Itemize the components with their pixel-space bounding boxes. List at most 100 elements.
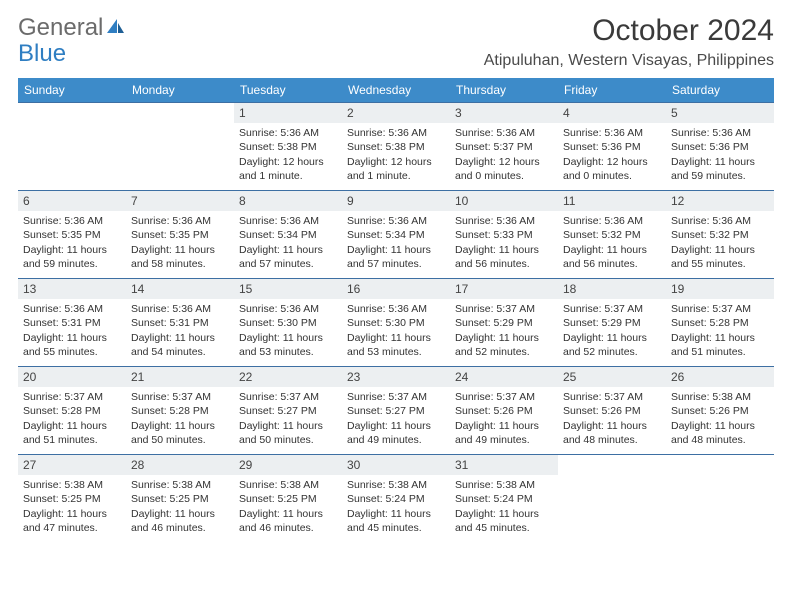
day-number: 20: [18, 367, 126, 387]
sunset-text: Sunset: 5:34 PM: [347, 228, 445, 242]
day-details: Sunrise: 5:36 AMSunset: 5:30 PMDaylight:…: [342, 299, 450, 363]
sunset-text: Sunset: 5:31 PM: [131, 316, 229, 330]
day-details: Sunrise: 5:36 AMSunset: 5:32 PMDaylight:…: [666, 211, 774, 275]
calendar-day: 18Sunrise: 5:37 AMSunset: 5:29 PMDayligh…: [558, 278, 666, 366]
page-header: General October 2024 Atipuluhan, Western…: [18, 14, 774, 70]
daylight-text: Daylight: 12 hours and 1 minute.: [239, 155, 337, 183]
weekday-saturday: Saturday: [666, 78, 774, 102]
day-details: Sunrise: 5:36 AMSunset: 5:35 PMDaylight:…: [126, 211, 234, 275]
day-number: 31: [450, 455, 558, 475]
day-number: 30: [342, 455, 450, 475]
daylight-text: Daylight: 11 hours and 56 minutes.: [563, 243, 661, 271]
calendar-day: 27Sunrise: 5:38 AMSunset: 5:25 PMDayligh…: [18, 454, 126, 542]
calendar-day: 3Sunrise: 5:36 AMSunset: 5:37 PMDaylight…: [450, 102, 558, 190]
brand-part1: General: [18, 14, 103, 42]
weekday-header-row: Sunday Monday Tuesday Wednesday Thursday…: [18, 78, 774, 102]
day-details: Sunrise: 5:36 AMSunset: 5:34 PMDaylight:…: [234, 211, 342, 275]
day-details: Sunrise: 5:36 AMSunset: 5:31 PMDaylight:…: [18, 299, 126, 363]
calendar-day: 10Sunrise: 5:36 AMSunset: 5:33 PMDayligh…: [450, 190, 558, 278]
sunset-text: Sunset: 5:25 PM: [239, 492, 337, 506]
day-details: Sunrise: 5:37 AMSunset: 5:29 PMDaylight:…: [450, 299, 558, 363]
sunrise-text: Sunrise: 5:36 AM: [239, 126, 337, 140]
sunrise-text: Sunrise: 5:36 AM: [347, 126, 445, 140]
calendar-day: 23Sunrise: 5:37 AMSunset: 5:27 PMDayligh…: [342, 366, 450, 454]
calendar-week: 20Sunrise: 5:37 AMSunset: 5:28 PMDayligh…: [18, 366, 774, 454]
weekday-monday: Monday: [126, 78, 234, 102]
calendar-day: 11Sunrise: 5:36 AMSunset: 5:32 PMDayligh…: [558, 190, 666, 278]
day-number: 4: [558, 103, 666, 123]
calendar-day: [18, 102, 126, 190]
sunset-text: Sunset: 5:24 PM: [455, 492, 553, 506]
calendar-day: 28Sunrise: 5:38 AMSunset: 5:25 PMDayligh…: [126, 454, 234, 542]
calendar-day: 25Sunrise: 5:37 AMSunset: 5:26 PMDayligh…: [558, 366, 666, 454]
sunset-text: Sunset: 5:36 PM: [563, 140, 661, 154]
sunrise-text: Sunrise: 5:36 AM: [131, 214, 229, 228]
daylight-text: Daylight: 11 hours and 57 minutes.: [239, 243, 337, 271]
calendar-day: 16Sunrise: 5:36 AMSunset: 5:30 PMDayligh…: [342, 278, 450, 366]
sunrise-text: Sunrise: 5:38 AM: [239, 478, 337, 492]
sunset-text: Sunset: 5:33 PM: [455, 228, 553, 242]
calendar-day: 2Sunrise: 5:36 AMSunset: 5:38 PMDaylight…: [342, 102, 450, 190]
day-number: 25: [558, 367, 666, 387]
sunset-text: Sunset: 5:30 PM: [347, 316, 445, 330]
day-number: 19: [666, 279, 774, 299]
calendar-day: 24Sunrise: 5:37 AMSunset: 5:26 PMDayligh…: [450, 366, 558, 454]
sunset-text: Sunset: 5:25 PM: [23, 492, 121, 506]
calendar-week: 1Sunrise: 5:36 AMSunset: 5:38 PMDaylight…: [18, 102, 774, 190]
brand-part2-wrap: Blue: [18, 40, 66, 68]
calendar-day: 15Sunrise: 5:36 AMSunset: 5:30 PMDayligh…: [234, 278, 342, 366]
day-details: Sunrise: 5:38 AMSunset: 5:25 PMDaylight:…: [18, 475, 126, 539]
sunrise-text: Sunrise: 5:36 AM: [671, 126, 769, 140]
sunrise-text: Sunrise: 5:36 AM: [563, 214, 661, 228]
sunrise-text: Sunrise: 5:37 AM: [455, 390, 553, 404]
daylight-text: Daylight: 11 hours and 47 minutes.: [23, 507, 121, 535]
day-number: 10: [450, 191, 558, 211]
day-details: Sunrise: 5:36 AMSunset: 5:37 PMDaylight:…: [450, 123, 558, 187]
day-number: 27: [18, 455, 126, 475]
calendar-day: 21Sunrise: 5:37 AMSunset: 5:28 PMDayligh…: [126, 366, 234, 454]
day-details: Sunrise: 5:37 AMSunset: 5:28 PMDaylight:…: [666, 299, 774, 363]
calendar-day: 9Sunrise: 5:36 AMSunset: 5:34 PMDaylight…: [342, 190, 450, 278]
sunset-text: Sunset: 5:26 PM: [563, 404, 661, 418]
daylight-text: Daylight: 12 hours and 0 minutes.: [563, 155, 661, 183]
day-number: 28: [126, 455, 234, 475]
day-details: Sunrise: 5:36 AMSunset: 5:32 PMDaylight:…: [558, 211, 666, 275]
day-number: 1: [234, 103, 342, 123]
daylight-text: Daylight: 12 hours and 1 minute.: [347, 155, 445, 183]
calendar-day: 30Sunrise: 5:38 AMSunset: 5:24 PMDayligh…: [342, 454, 450, 542]
sunset-text: Sunset: 5:28 PM: [131, 404, 229, 418]
sunset-text: Sunset: 5:28 PM: [671, 316, 769, 330]
sunrise-text: Sunrise: 5:36 AM: [455, 214, 553, 228]
day-details: Sunrise: 5:36 AMSunset: 5:38 PMDaylight:…: [342, 123, 450, 187]
calendar-day: 29Sunrise: 5:38 AMSunset: 5:25 PMDayligh…: [234, 454, 342, 542]
day-number: 22: [234, 367, 342, 387]
daylight-text: Daylight: 11 hours and 45 minutes.: [455, 507, 553, 535]
daylight-text: Daylight: 11 hours and 54 minutes.: [131, 331, 229, 359]
calendar-day: 17Sunrise: 5:37 AMSunset: 5:29 PMDayligh…: [450, 278, 558, 366]
day-details: Sunrise: 5:36 AMSunset: 5:30 PMDaylight:…: [234, 299, 342, 363]
day-number: 21: [126, 367, 234, 387]
sunrise-text: Sunrise: 5:36 AM: [239, 302, 337, 316]
daylight-text: Daylight: 11 hours and 50 minutes.: [131, 419, 229, 447]
day-details: Sunrise: 5:36 AMSunset: 5:36 PMDaylight:…: [558, 123, 666, 187]
daylight-text: Daylight: 11 hours and 51 minutes.: [671, 331, 769, 359]
day-number: 11: [558, 191, 666, 211]
calendar-day: 20Sunrise: 5:37 AMSunset: 5:28 PMDayligh…: [18, 366, 126, 454]
calendar-day: 12Sunrise: 5:36 AMSunset: 5:32 PMDayligh…: [666, 190, 774, 278]
day-details: Sunrise: 5:38 AMSunset: 5:24 PMDaylight:…: [450, 475, 558, 539]
day-number: 12: [666, 191, 774, 211]
sunrise-text: Sunrise: 5:36 AM: [347, 302, 445, 316]
month-title: October 2024: [484, 14, 774, 48]
day-number: 17: [450, 279, 558, 299]
daylight-text: Daylight: 11 hours and 53 minutes.: [239, 331, 337, 359]
calendar-day: 6Sunrise: 5:36 AMSunset: 5:35 PMDaylight…: [18, 190, 126, 278]
daylight-text: Daylight: 11 hours and 57 minutes.: [347, 243, 445, 271]
calendar-weeks: 1Sunrise: 5:36 AMSunset: 5:38 PMDaylight…: [18, 102, 774, 542]
sunset-text: Sunset: 5:26 PM: [671, 404, 769, 418]
day-number: 29: [234, 455, 342, 475]
sunrise-text: Sunrise: 5:36 AM: [23, 302, 121, 316]
daylight-text: Daylight: 11 hours and 49 minutes.: [347, 419, 445, 447]
sunrise-text: Sunrise: 5:37 AM: [23, 390, 121, 404]
sunrise-text: Sunrise: 5:37 AM: [563, 302, 661, 316]
location-subtitle: Atipuluhan, Western Visayas, Philippines: [484, 52, 774, 70]
